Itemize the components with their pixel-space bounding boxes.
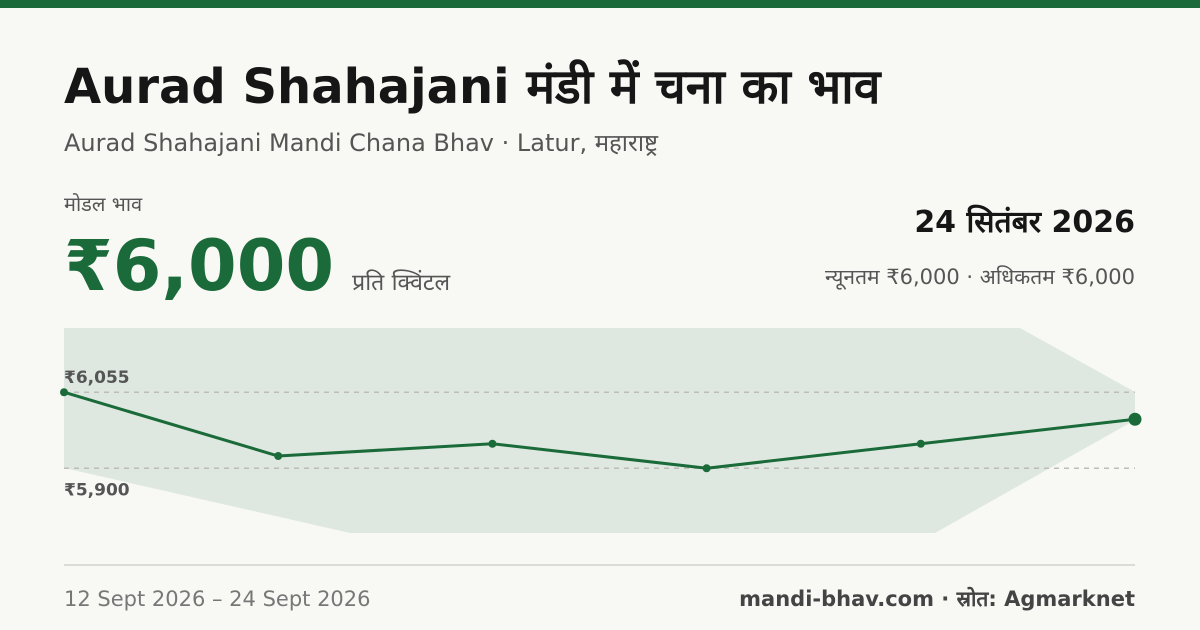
min-max: न्यूनतम ₹6,000 · अधिकतम ₹6,000 (825, 265, 1135, 290)
point (488, 439, 497, 448)
y-tick-label: ₹5,900 (64, 480, 130, 500)
chart: ₹6,055 ₹5,900 (60, 368, 1142, 500)
price-label: मोडल भाव (64, 192, 143, 216)
point (916, 439, 925, 448)
footer-source: mandi-bhav.com · स्रोत: Agmarknet (739, 586, 1135, 611)
footer-period: 12 Sept 2026 – 24 Sept 2026 (64, 587, 371, 611)
price-value: ₹6,000 (64, 225, 334, 307)
point (274, 452, 283, 461)
point (702, 464, 711, 473)
line (63, 390, 1136, 470)
point (1128, 412, 1142, 426)
point (60, 388, 68, 397)
date: 24 सितंबर 2026 (914, 204, 1135, 240)
title: Aurad Shahajani मंडी में चना का भाव (64, 59, 883, 115)
range-band (64, 328, 1135, 533)
y-tick-label: ₹6,055 (64, 368, 130, 388)
top-bar (0, 0, 1200, 8)
subtitle: Aurad Shahajani Mandi Chana Bhav · Latur… (64, 129, 659, 157)
price-unit: प्रति क्विंटल (352, 269, 450, 296)
